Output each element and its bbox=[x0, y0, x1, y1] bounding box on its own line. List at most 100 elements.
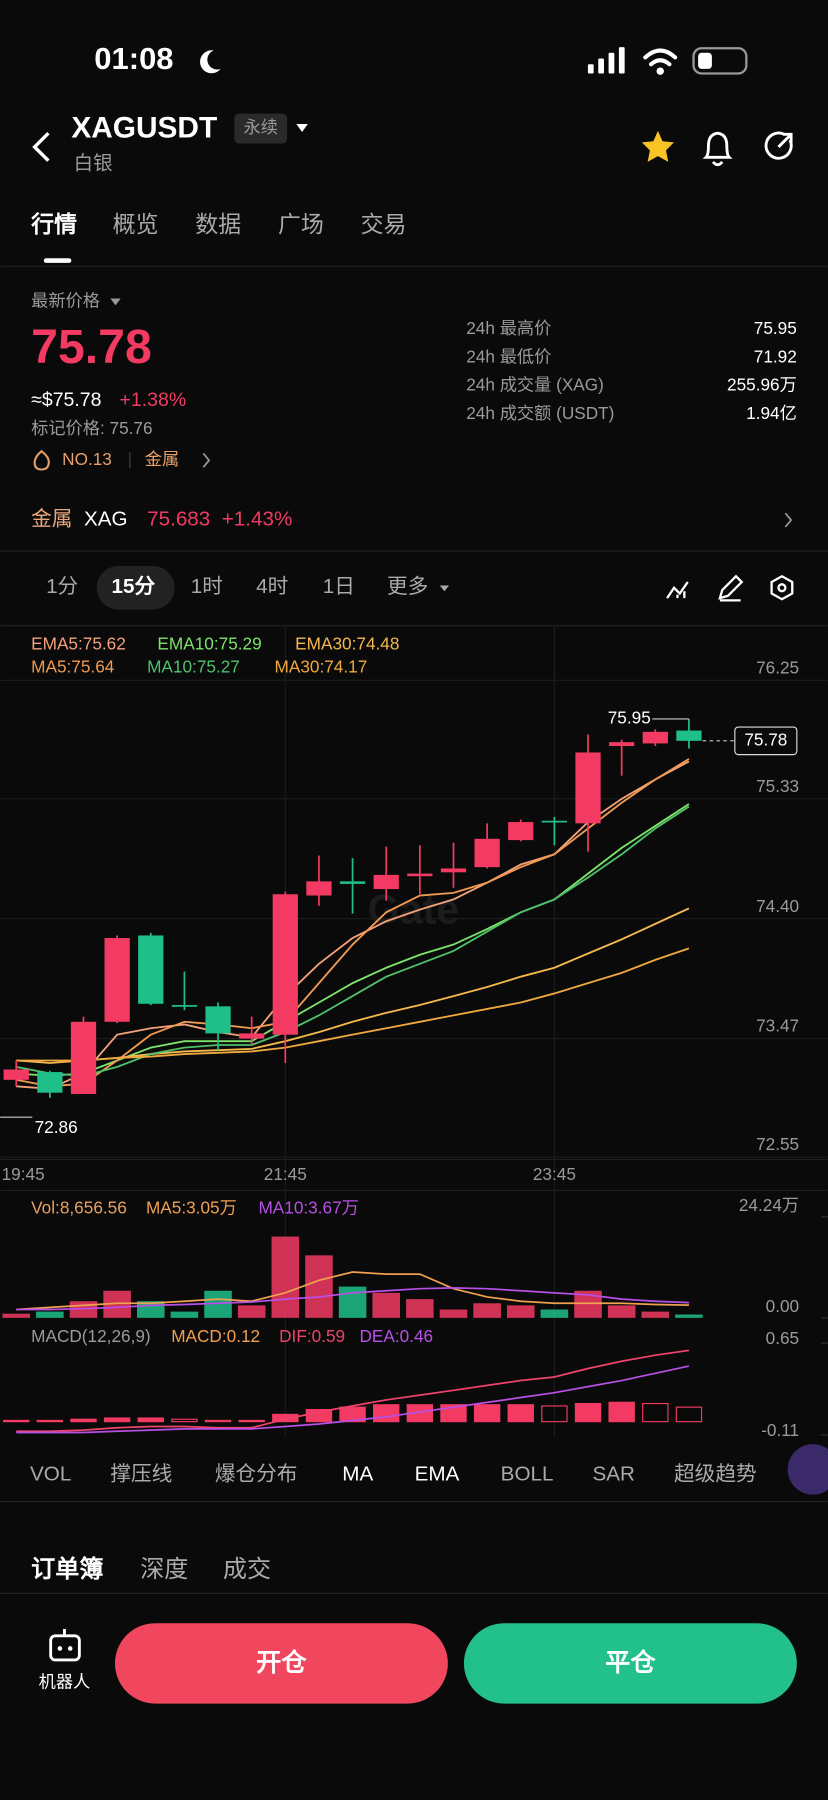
candle-body bbox=[104, 938, 130, 1022]
chevron[interactable] bbox=[784, 512, 793, 528]
open-label[interactable]: 开仓 bbox=[256, 1648, 307, 1677]
tab-indicator bbox=[43, 258, 72, 263]
close-button[interactable] bbox=[463, 1623, 797, 1704]
stat-value: 255.96万 bbox=[727, 375, 797, 395]
indicator-tab[interactable]: SAR bbox=[593, 1463, 635, 1486]
index-price: 75.683 bbox=[147, 507, 210, 530]
interval[interactable]: 1分 bbox=[46, 575, 78, 598]
interval[interactable]: 15分 bbox=[112, 575, 156, 598]
index-symbol[interactable]: XAG bbox=[84, 507, 128, 530]
legend-entry: DEA:0.46 bbox=[359, 1326, 433, 1346]
candle-body bbox=[37, 1072, 63, 1093]
volume-bar bbox=[473, 1303, 501, 1318]
macd-bar bbox=[272, 1413, 299, 1423]
macd-bar bbox=[3, 1419, 30, 1423]
indicator-tab[interactable]: EMA bbox=[415, 1463, 460, 1486]
symbol[interactable]: XAGUSDT bbox=[71, 112, 217, 145]
indicator-tab[interactable]: MA bbox=[342, 1463, 373, 1486]
macd-bar bbox=[204, 1419, 232, 1423]
index-sector[interactable]: 金属 bbox=[31, 507, 72, 530]
robot-eye bbox=[57, 1646, 63, 1651]
settings[interactable] bbox=[770, 574, 794, 601]
volume-bar bbox=[237, 1305, 266, 1318]
legend-entry: MA10:3.67万 bbox=[258, 1197, 358, 1217]
book-tab[interactable]: 深度 bbox=[140, 1556, 188, 1583]
symbol-dropdown[interactable] bbox=[296, 123, 308, 133]
macd-bar bbox=[70, 1418, 97, 1423]
volume-bar bbox=[439, 1309, 468, 1318]
ma-line bbox=[16, 758, 690, 1088]
mark-price: 标记价格: 75.76 bbox=[31, 418, 152, 438]
candle-body bbox=[474, 838, 500, 868]
volume-bar bbox=[406, 1299, 434, 1318]
volume-bar bbox=[36, 1311, 64, 1318]
contract-badge bbox=[234, 113, 288, 144]
y-tick-label: 0.00 bbox=[766, 1296, 799, 1316]
contract-label: 永续 bbox=[244, 117, 278, 137]
tab[interactable]: 数据 bbox=[195, 211, 241, 237]
last-price-label: 75.78 bbox=[744, 729, 787, 749]
indicator-fab[interactable] bbox=[787, 1444, 828, 1495]
draw-tool[interactable] bbox=[718, 574, 744, 602]
price-dropdown[interactable] bbox=[110, 298, 121, 306]
volume-bar bbox=[641, 1311, 670, 1318]
share-button[interactable] bbox=[764, 131, 793, 160]
robot-label[interactable]: 机器人 bbox=[39, 1671, 91, 1691]
macd-bar bbox=[36, 1419, 64, 1423]
tab[interactable]: 交易 bbox=[361, 211, 407, 237]
indicator-tab[interactable]: 撑压线 bbox=[110, 1463, 172, 1486]
indicator-tab[interactable]: BOLL bbox=[501, 1463, 554, 1486]
book-tab[interactable]: 成交 bbox=[223, 1556, 271, 1583]
symbol-name: 白银 bbox=[74, 152, 113, 174]
interval[interactable]: 1时 bbox=[191, 575, 223, 598]
last-price: 75.78 bbox=[31, 320, 152, 374]
ma-line bbox=[16, 760, 690, 1090]
macd-bar bbox=[103, 1417, 131, 1423]
more-dropdown[interactable] bbox=[439, 585, 450, 592]
alert-bell[interactable] bbox=[702, 131, 733, 167]
legend-entry: MACD:0.12 bbox=[171, 1326, 260, 1346]
tab[interactable]: 行情 bbox=[30, 211, 77, 237]
book-tab[interactable]: 订单簿 bbox=[31, 1555, 103, 1583]
hot-icon bbox=[33, 449, 50, 471]
y-tick-label: 0.65 bbox=[766, 1328, 799, 1348]
open-button[interactable] bbox=[114, 1623, 448, 1704]
candle-body bbox=[407, 873, 433, 877]
favorite-star[interactable] bbox=[641, 130, 675, 162]
interval[interactable]: 更多 bbox=[387, 575, 428, 598]
indicator-tab[interactable]: 爆仓分布 bbox=[215, 1463, 298, 1486]
candle-body bbox=[70, 1021, 97, 1094]
tab[interactable]: 广场 bbox=[278, 211, 324, 237]
macd-bar bbox=[473, 1404, 501, 1423]
volume-bar bbox=[271, 1236, 300, 1318]
candle-body bbox=[205, 1006, 231, 1034]
macd-bar bbox=[675, 1406, 703, 1423]
candle-body bbox=[272, 894, 298, 1035]
y-tick-label: 73.47 bbox=[756, 1016, 799, 1036]
volume-bar bbox=[305, 1255, 333, 1318]
x-tick-label: 21:45 bbox=[264, 1164, 307, 1184]
indicator-tab[interactable]: 超级趋势 bbox=[674, 1463, 757, 1486]
ma-line bbox=[16, 947, 690, 1062]
volume-bar bbox=[540, 1309, 569, 1318]
rank-sector[interactable]: 金属 bbox=[145, 449, 179, 469]
back-button[interactable] bbox=[32, 131, 50, 162]
interval[interactable]: 4时 bbox=[256, 575, 288, 598]
candle-body bbox=[575, 752, 601, 824]
candle-body bbox=[440, 868, 467, 873]
stat-label: 24h 成交量 (XAG) bbox=[466, 375, 604, 395]
chevron bbox=[202, 452, 211, 468]
volume-ma-line bbox=[16, 1287, 689, 1311]
close-label[interactable]: 平仓 bbox=[605, 1648, 656, 1677]
legend-entry: EMA10:75.29 bbox=[157, 634, 261, 654]
tab[interactable]: 概览 bbox=[113, 211, 159, 237]
price-label: 最新价格 bbox=[31, 290, 100, 310]
candle-body bbox=[171, 1005, 198, 1007]
rank[interactable]: NO.13 bbox=[62, 449, 112, 469]
indicator-tab[interactable]: VOL bbox=[30, 1463, 71, 1486]
macd-bar bbox=[238, 1419, 265, 1423]
interval[interactable]: 1日 bbox=[323, 575, 355, 598]
volume-bar bbox=[2, 1313, 31, 1318]
